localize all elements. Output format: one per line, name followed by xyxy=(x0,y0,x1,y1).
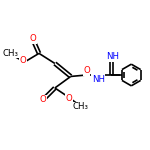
Text: O: O xyxy=(66,94,73,103)
Text: CH₃: CH₃ xyxy=(2,49,18,58)
Text: O: O xyxy=(30,34,37,43)
Text: NH: NH xyxy=(106,52,119,62)
Text: CH₃: CH₃ xyxy=(73,102,89,111)
Text: O: O xyxy=(83,66,90,75)
Text: O: O xyxy=(20,56,27,65)
Text: NH: NH xyxy=(92,75,105,84)
Text: O: O xyxy=(40,95,47,104)
